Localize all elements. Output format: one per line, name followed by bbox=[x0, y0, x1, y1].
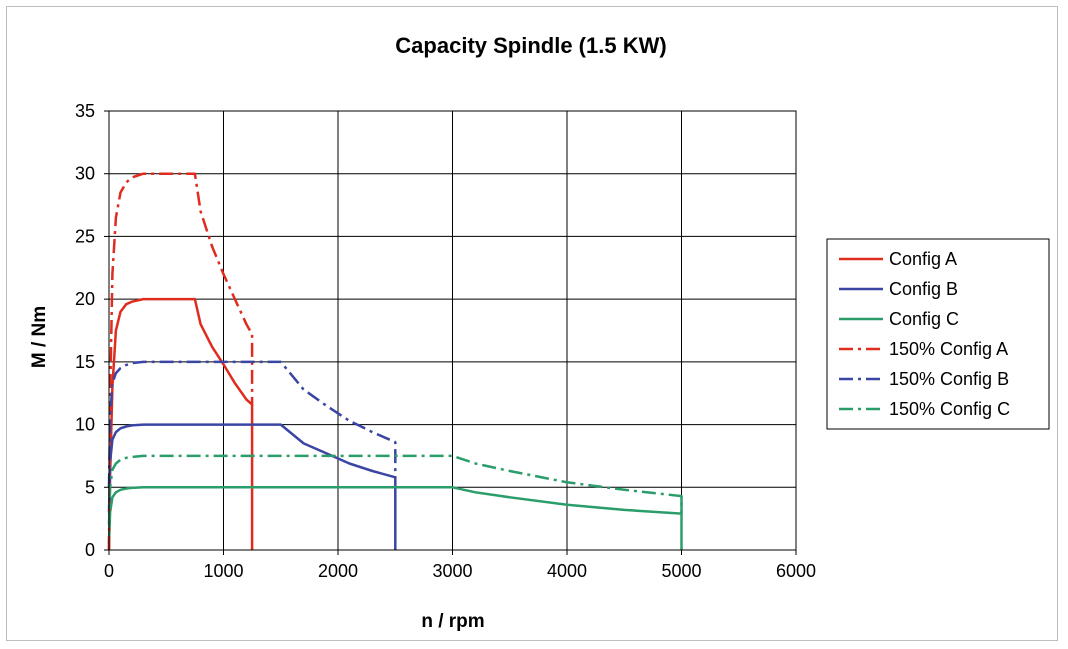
x-tick-label: 4000 bbox=[547, 561, 587, 581]
y-tick-label: 5 bbox=[85, 477, 95, 497]
x-tick-label: 1000 bbox=[203, 561, 243, 581]
y-tick-label: 25 bbox=[75, 226, 95, 246]
x-tick-label: 6000 bbox=[776, 561, 816, 581]
series-line-5 bbox=[107, 360, 397, 488]
series-line-2 bbox=[107, 423, 397, 550]
legend-label-4: 150% Config A bbox=[889, 339, 1008, 359]
x-axis-ticks: 0 1000 2000 3000 4000 5000 6000 bbox=[104, 550, 816, 581]
line-chart: Capacity Spindle (1.5 KW) 0 1000 2000 3000 4… bbox=[29, 33, 1050, 632]
x-tick-label: 0 bbox=[104, 561, 114, 581]
legend-box bbox=[826, 238, 1050, 430]
chart-frame: Capacity Spindle (1.5 KW) 0 1000 2000 3000 4… bbox=[6, 6, 1058, 641]
x-tick-label: 2000 bbox=[318, 561, 358, 581]
grid-lines bbox=[108, 110, 797, 551]
legend: Config A Config B Config C 150% Config A 150… bbox=[826, 238, 1050, 430]
legend-label-5: 150% Config B bbox=[889, 369, 1009, 389]
legend-label-2: Config B bbox=[889, 279, 958, 299]
y-tick-label: 30 bbox=[75, 164, 95, 184]
y-tick-label: 20 bbox=[75, 289, 95, 309]
y-tick-label: 10 bbox=[75, 415, 95, 435]
y-tick-label: 35 bbox=[75, 101, 95, 121]
legend-label-3: Config C bbox=[889, 309, 959, 329]
y-axis-label: M / Nm bbox=[29, 306, 50, 368]
legend-label-6: 150% Config C bbox=[889, 399, 1010, 419]
series-line-1 bbox=[107, 297, 254, 551]
y-tick-label: 15 bbox=[75, 352, 95, 372]
series-layer bbox=[107, 172, 683, 551]
series-line-6 bbox=[107, 454, 683, 525]
y-tick-label: 0 bbox=[85, 540, 95, 560]
series-line-4 bbox=[107, 172, 254, 551]
series-line-3 bbox=[107, 486, 683, 550]
x-tick-label: 3000 bbox=[432, 561, 472, 581]
chart-title: Capacity Spindle (1.5 KW) bbox=[395, 33, 666, 58]
x-axis-label: n / rpm bbox=[421, 611, 484, 632]
y-axis-ticks: 0 5 10 15 20 25 30 35 bbox=[75, 101, 109, 560]
legend-label-1: Config A bbox=[889, 249, 957, 269]
x-tick-label: 5000 bbox=[661, 561, 701, 581]
